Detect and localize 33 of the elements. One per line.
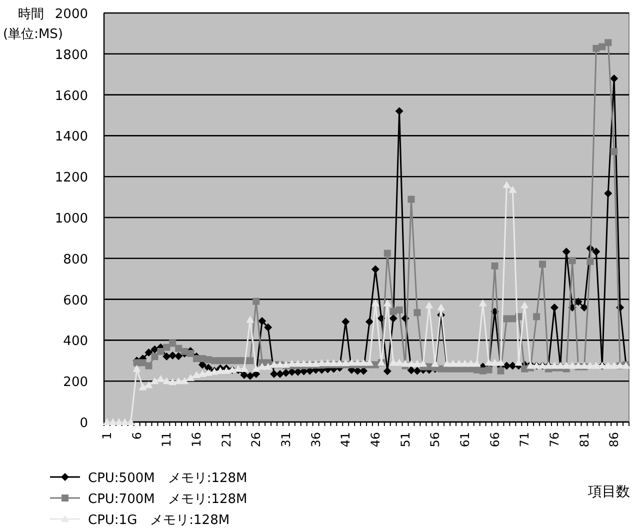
x-tick-label: 51 [398,432,412,448]
x-tick-label: 41 [338,432,353,448]
x-axis-title: 項目数 [587,484,630,500]
x-tick-label: 56 [428,432,442,448]
x-tick-label: 16 [189,432,204,448]
x-tick-label: 81 [577,432,592,448]
y-tick-label: 1400 [54,130,88,145]
legend-label: CPU:500M メモリ:128M [88,471,248,486]
y-tick-label: 600 [63,293,88,308]
y-tick-label: 1800 [54,48,88,63]
y-tick-label: 200 [63,375,88,390]
x-tick-label: 11 [160,432,174,448]
x-tick-label: 61 [458,432,472,448]
x-tick-label: 6 [130,432,144,440]
y-tick-label: 800 [63,252,88,268]
legend-label: CPU:1G メモリ:128M [88,513,230,528]
x-tick-label: 76 [547,432,562,448]
x-tick-label: 1 [100,432,114,440]
legend-label: CPU:700M メモリ:128M [88,492,248,507]
y-tick-label: 2000 [54,7,88,22]
x-tick-label: 26 [249,432,264,448]
x-tick-label: 71 [518,432,532,448]
y-tick-label: 1600 [54,88,88,104]
y-tick-label: 1200 [54,170,88,186]
x-tick-label: 66 [488,432,502,448]
y-tick-label: 0 [80,416,88,431]
x-tick-label: 31 [278,432,293,448]
x-tick-label: 46 [368,432,382,448]
x-tick-label: 86 [607,432,622,448]
y-tick-label: 400 [63,334,88,350]
x-tick-label: 36 [308,432,323,448]
x-tick-label: 21 [219,432,234,448]
y-tick-label: 1000 [54,212,88,226]
